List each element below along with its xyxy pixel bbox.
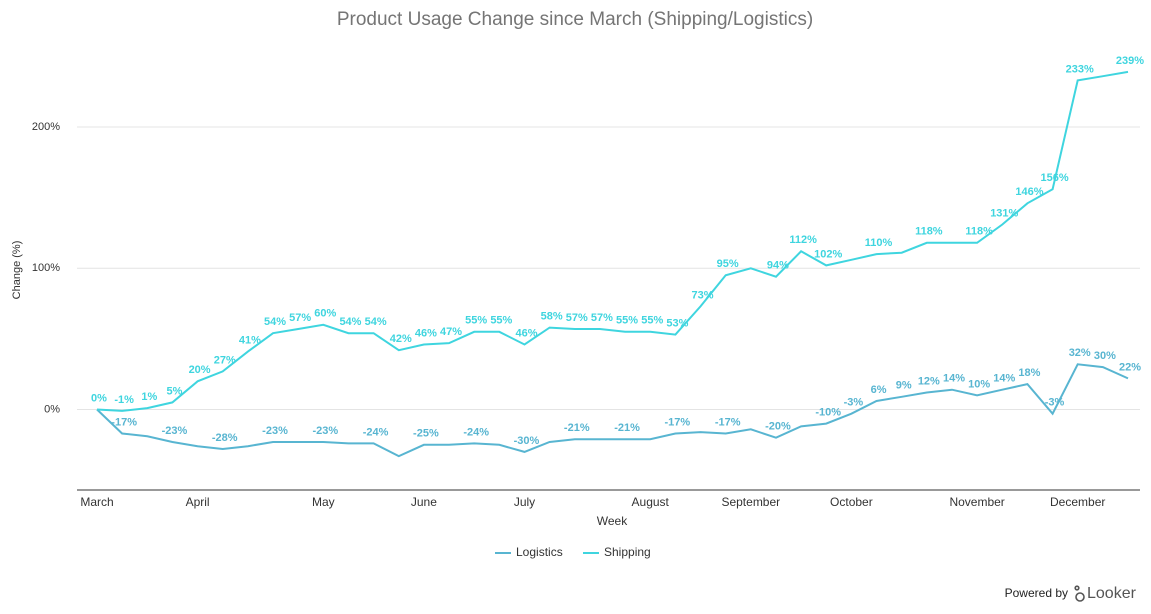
data-label: -28% [212,432,238,444]
data-label: 54% [365,316,387,328]
x-tick-label: May [312,495,335,509]
x-tick-label: September [721,495,780,509]
data-label: -23% [262,425,288,437]
x-tick-label: October [830,495,873,509]
x-tick-label: April [186,495,210,509]
data-label: 55% [490,315,512,327]
data-label: 46% [515,327,537,339]
data-label: 14% [993,373,1015,385]
series-line [96,363,1129,458]
data-label: 95% [717,258,739,270]
data-label: 32% [1069,347,1091,359]
data-label: 18% [1018,367,1040,379]
data-label: -23% [312,425,338,437]
x-tick-label: November [949,495,1004,509]
data-label: 131% [990,207,1018,219]
data-label: 102% [814,248,842,260]
data-label: 54% [339,316,361,328]
data-label: 9% [896,380,912,392]
data-label: -3% [1045,397,1065,409]
data-label: 22% [1119,361,1141,373]
x-tick-label: August [632,495,670,509]
chart-title: Product Usage Change since March (Shippi… [337,9,813,30]
data-label: 10% [968,378,990,390]
data-label: 27% [214,354,236,366]
data-label: 156% [1040,172,1068,184]
data-label: 239% [1116,55,1144,67]
data-label: 233% [1066,63,1094,75]
data-label: 60% [314,308,336,320]
data-label: 118% [915,226,943,238]
data-label: -17% [665,416,691,428]
data-label: 118% [965,226,993,238]
data-label: 20% [189,364,211,376]
data-label: 57% [591,312,613,324]
data-label: -23% [162,425,188,437]
data-label: 53% [666,318,688,330]
legend-label: Shipping [604,545,651,559]
data-label: 55% [641,315,663,327]
series-line [96,70,1129,412]
data-label: -21% [564,422,590,434]
looker-logo [1074,585,1085,602]
footer-powered-by: Powered by [1005,586,1068,600]
data-label: 94% [767,260,789,272]
data-label: 1% [141,391,157,403]
data-label: -24% [363,426,389,438]
data-label: 54% [264,316,286,328]
data-label: -20% [765,421,791,433]
x-tick-label: December [1050,495,1105,509]
x-tick-label: July [514,495,535,509]
data-label: 6% [871,384,887,396]
data-label: -10% [815,407,841,419]
data-label: 73% [691,289,713,301]
y-tick-label: 0% [44,403,60,415]
data-label: 42% [390,333,412,345]
data-label: -17% [111,416,137,428]
data-label: -17% [715,416,741,428]
data-label: -25% [413,428,439,440]
data-label: -24% [463,426,489,438]
data-label: 55% [465,315,487,327]
data-label: -1% [114,394,134,406]
y-tick-label: 200% [32,121,60,133]
footer-brand: Looker [1087,585,1137,602]
data-label: 112% [789,234,817,246]
y-tick-label: 100% [32,262,60,274]
data-label: 14% [943,373,965,385]
data-label: 12% [918,375,940,387]
data-label: 110% [865,237,893,249]
data-label: 30% [1094,350,1116,362]
data-label: -21% [614,422,640,434]
data-label: 57% [566,312,588,324]
data-label: 47% [440,326,462,338]
data-label: 0% [91,392,107,404]
legend-label: Logistics [516,545,563,559]
data-label: 146% [1015,186,1043,198]
data-label: 41% [239,334,261,346]
y-axis-title: Change (%) [11,241,23,300]
x-tick-label: March [80,495,113,509]
data-label: 57% [289,312,311,324]
data-label: 46% [415,327,437,339]
data-label: 55% [616,315,638,327]
data-label: -30% [514,435,540,447]
data-label: -3% [844,397,864,409]
x-axis-title: Week [597,514,628,528]
x-tick-label: June [411,495,437,509]
data-label: 5% [166,385,182,397]
data-label: 58% [541,310,563,322]
